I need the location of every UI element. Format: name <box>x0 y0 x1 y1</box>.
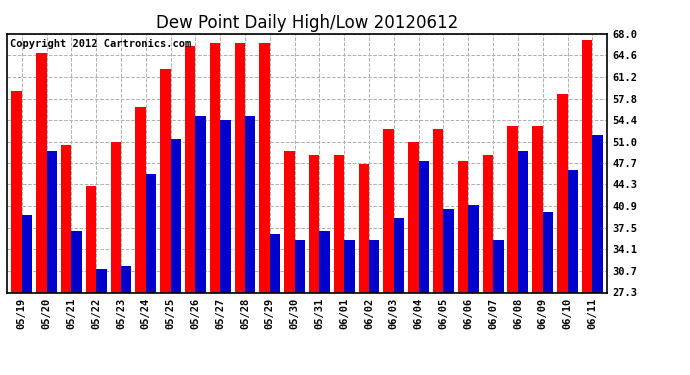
Bar <box>309 154 319 375</box>
Bar <box>295 240 305 375</box>
Bar <box>507 126 518 375</box>
Bar <box>444 209 454 375</box>
Bar <box>532 126 543 375</box>
Bar <box>259 43 270 375</box>
Bar <box>284 152 295 375</box>
Bar <box>483 154 493 375</box>
Bar <box>235 43 245 375</box>
Bar <box>493 240 504 375</box>
Bar <box>121 266 131 375</box>
Bar <box>592 135 603 375</box>
Bar <box>210 43 220 375</box>
Bar <box>185 46 195 375</box>
Bar <box>146 174 156 375</box>
Title: Dew Point Daily High/Low 20120612: Dew Point Daily High/Low 20120612 <box>156 14 458 32</box>
Bar <box>22 215 32 375</box>
Bar <box>61 145 71 375</box>
Bar <box>71 231 82 375</box>
Bar <box>419 161 429 375</box>
Bar <box>344 240 355 375</box>
Text: Copyright 2012 Cartronics.com: Copyright 2012 Cartronics.com <box>10 39 191 49</box>
Bar <box>160 69 170 375</box>
Bar <box>567 170 578 375</box>
Bar <box>135 107 146 375</box>
Bar <box>220 120 230 375</box>
Bar <box>369 240 380 375</box>
Bar <box>394 218 404 375</box>
Bar <box>469 206 479 375</box>
Bar <box>384 129 394 375</box>
Bar <box>319 231 330 375</box>
Bar <box>433 129 444 375</box>
Bar <box>195 116 206 375</box>
Bar <box>458 161 469 375</box>
Bar <box>270 234 280 375</box>
Bar <box>582 40 592 375</box>
Bar <box>359 164 369 375</box>
Bar <box>543 212 553 375</box>
Bar <box>518 152 529 375</box>
Bar <box>110 142 121 375</box>
Bar <box>47 152 57 375</box>
Bar <box>11 91 22 375</box>
Bar <box>96 269 107 375</box>
Bar <box>170 139 181 375</box>
Bar <box>86 186 96 375</box>
Bar <box>334 154 344 375</box>
Bar <box>245 116 255 375</box>
Bar <box>557 94 567 375</box>
Bar <box>408 142 419 375</box>
Bar <box>36 53 47 375</box>
